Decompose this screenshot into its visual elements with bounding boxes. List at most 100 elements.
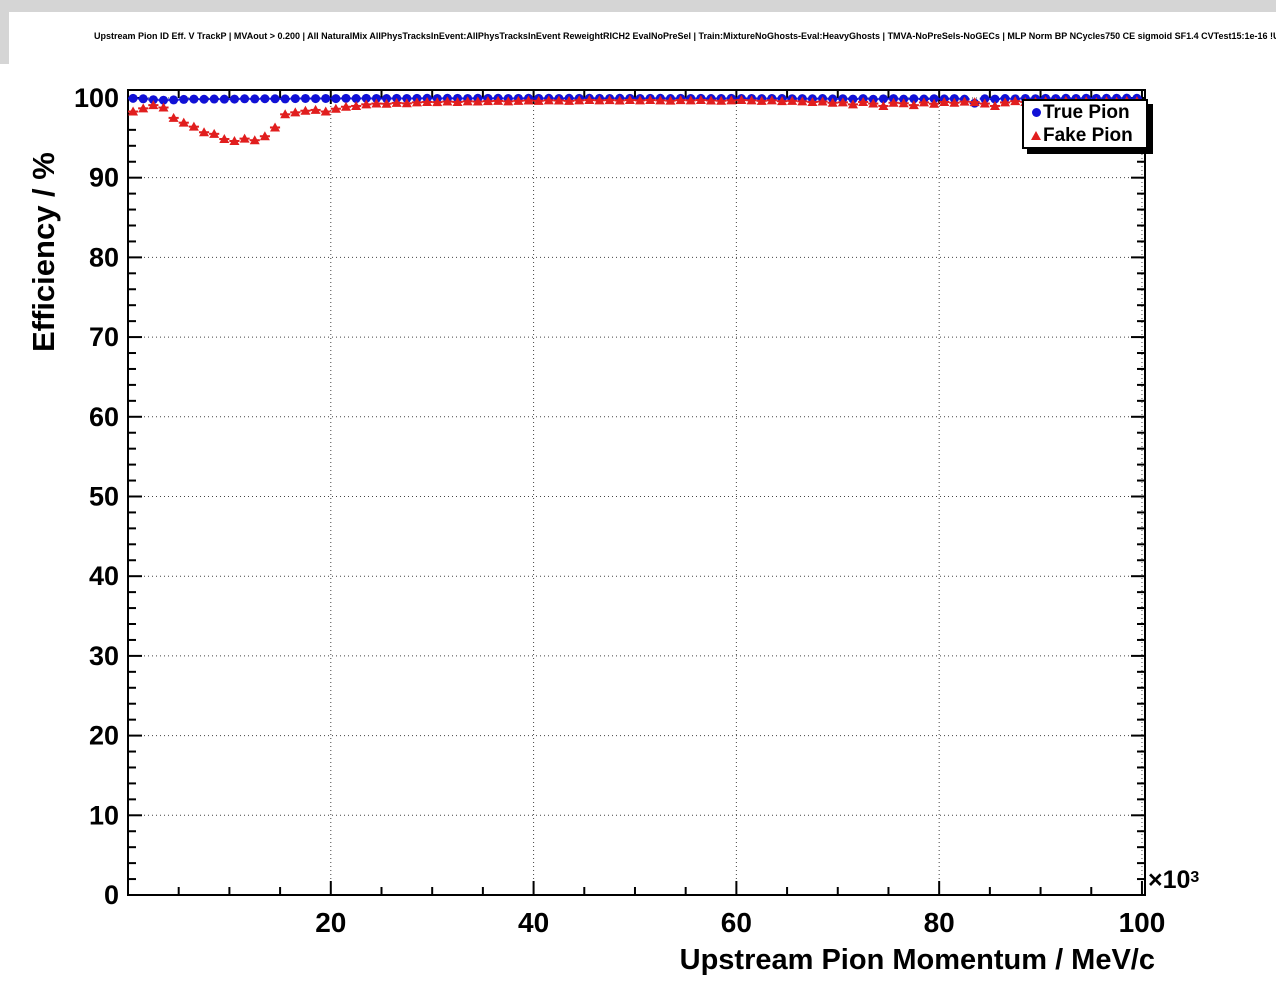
y-tick-label: 80: [89, 242, 119, 272]
x-tick-label: 80: [924, 907, 955, 938]
x-tick-label: 60: [721, 907, 752, 938]
y-tick-label: 20: [89, 721, 119, 751]
legend-item-fake-pion: Fake Pion: [1024, 124, 1146, 147]
gridlines: [128, 90, 1145, 895]
data-point: [929, 94, 939, 104]
data-point: [300, 105, 311, 115]
data-point: [716, 95, 727, 105]
data-point: [827, 97, 838, 107]
data-point: [594, 95, 605, 105]
plot-frame: [127, 89, 1146, 896]
y-tick-label: 50: [89, 481, 119, 511]
fake-pion-marker-icon: [1029, 131, 1043, 140]
data-point: [645, 95, 656, 105]
data-point: [452, 96, 463, 106]
data-point: [168, 112, 179, 122]
data-point: [321, 93, 331, 103]
true-pion-marker-icon: [1029, 108, 1043, 117]
data-point: [249, 135, 260, 145]
data-point: [341, 93, 351, 103]
data-point: [361, 99, 372, 109]
legend-label-fake-pion: Fake Pion: [1043, 125, 1133, 146]
data-point: [442, 96, 453, 106]
data-point: [320, 106, 331, 116]
data-point: [969, 97, 980, 107]
data-point: [665, 95, 676, 105]
data-point: [280, 109, 291, 119]
series-fake-pion: [128, 95, 1142, 146]
data-point: [371, 93, 381, 103]
data-point: [523, 95, 534, 105]
data-point: [270, 94, 280, 104]
data-point: [614, 95, 625, 105]
data-point: [990, 94, 1000, 104]
data-point: [361, 93, 371, 103]
data-point: [706, 95, 717, 105]
data-point: [138, 103, 149, 113]
data-point: [240, 94, 250, 104]
data-point: [898, 98, 909, 108]
data-point: [989, 100, 1000, 110]
legend-label-true-pion: True Pion: [1043, 102, 1130, 123]
data-point: [726, 95, 737, 105]
window-chrome-top: [0, 0, 1276, 12]
data-point: [878, 94, 888, 104]
data-point: [959, 96, 970, 106]
data-point: [1000, 97, 1011, 107]
data-point: [382, 94, 392, 104]
data-point: [391, 97, 402, 107]
data-point: [128, 106, 139, 116]
data-point: [503, 96, 514, 106]
data-point: [797, 96, 808, 106]
data-point: [341, 101, 352, 111]
data-point: [311, 94, 321, 104]
data-point: [564, 95, 575, 105]
data-point: [918, 97, 929, 107]
data-point: [259, 131, 270, 141]
legend-box: True Pion Fake Pion: [1022, 99, 1148, 149]
data-point: [290, 94, 300, 104]
data-point: [462, 96, 473, 106]
data-point: [807, 96, 818, 106]
data-point: [351, 94, 361, 104]
x-scale-base: ×10: [1148, 866, 1191, 894]
data-point: [138, 94, 148, 104]
data-point: [331, 94, 341, 104]
data-point: [209, 94, 219, 104]
data-point: [868, 98, 879, 108]
data-point: [766, 95, 777, 105]
data-point: [1010, 96, 1021, 106]
data-point: [482, 96, 493, 106]
y-tick-label: 90: [89, 163, 119, 193]
y-tick-label: 0: [104, 880, 119, 910]
data-point: [493, 95, 504, 105]
data-point: [128, 93, 138, 103]
data-point: [229, 136, 240, 146]
data-point: [979, 98, 990, 108]
data-point: [553, 95, 564, 105]
x-scale-exponent: 3: [1190, 869, 1200, 886]
data-point: [178, 117, 189, 127]
data-point: [695, 95, 706, 105]
data-point: [746, 95, 757, 105]
data-point: [736, 95, 747, 105]
x-tick-label: 20: [315, 907, 346, 938]
data-point: [685, 95, 696, 105]
data-point: [949, 97, 960, 107]
data-point: [929, 98, 940, 108]
data-point: [179, 94, 189, 104]
data-point: [858, 96, 869, 106]
data-point: [300, 93, 310, 103]
data-point: [148, 95, 158, 105]
data-point: [239, 133, 250, 143]
data-point: [888, 97, 899, 107]
y-tick-label: 100: [74, 83, 119, 113]
data-point: [330, 103, 341, 113]
data-point: [169, 95, 179, 105]
data-point: [199, 127, 210, 137]
x-tick-labels: 20 40 60 80 100: [315, 907, 1165, 938]
data-point: [148, 100, 159, 110]
data-point: [604, 95, 615, 105]
data-point: [219, 94, 229, 104]
